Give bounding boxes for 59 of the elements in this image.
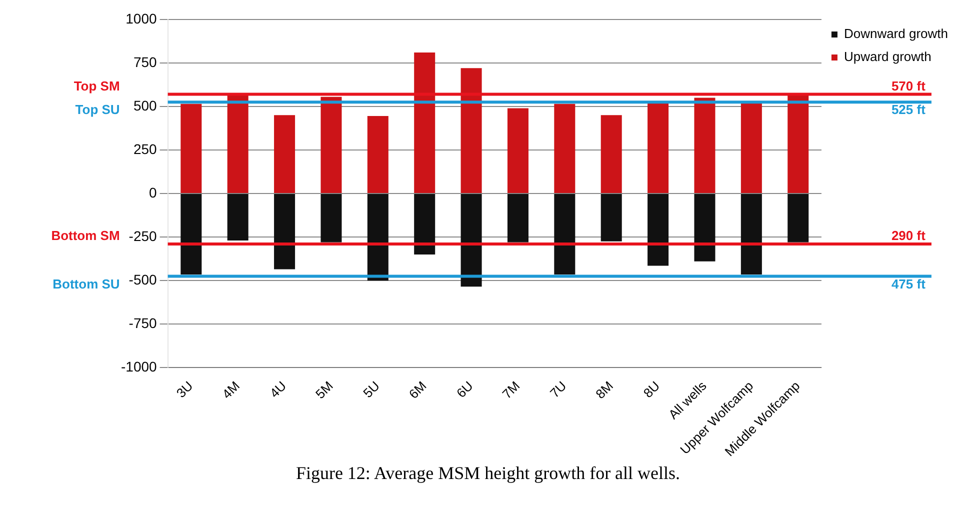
x-tick-label: 4U	[266, 378, 290, 401]
text: Top SU	[75, 102, 120, 118]
ref-line-label: 475 ft	[891, 276, 926, 292]
bar	[694, 194, 716, 262]
bar	[648, 102, 669, 194]
bar	[367, 194, 388, 281]
bar	[320, 96, 342, 194]
y-tick-label: -500	[128, 271, 158, 288]
bar	[227, 94, 248, 194]
bar	[740, 194, 762, 274]
bar	[788, 194, 809, 242]
bar	[694, 98, 716, 194]
bar	[414, 194, 436, 254]
bar	[507, 108, 528, 194]
bar	[274, 115, 296, 194]
ref-line-label: 525 ft	[891, 102, 926, 118]
bar	[600, 194, 622, 242]
bar	[180, 104, 202, 194]
bar	[507, 194, 528, 242]
bar	[554, 104, 576, 194]
x-tick-label: 8M	[592, 378, 616, 402]
y-tick-label: -750	[128, 314, 158, 331]
text: Top SM	[74, 78, 120, 94]
x-tick-label: 5M	[312, 378, 336, 402]
y-tick-label: 750	[133, 54, 158, 70]
y-tick-label: 250	[133, 140, 158, 157]
text: Bottom SM	[51, 228, 120, 244]
x-tick-label: 6M	[406, 378, 430, 402]
x-tick-label: 7U	[546, 378, 570, 401]
bar	[788, 94, 809, 194]
x-tick-label: 3U	[173, 378, 196, 401]
y-tick-label: -250	[128, 228, 158, 244]
text: Bottom SU	[52, 276, 120, 292]
x-tick-label: 4M	[219, 378, 242, 402]
bar	[460, 194, 482, 287]
bar	[320, 194, 342, 242]
bar	[460, 68, 482, 194]
y-tick-label: -1000	[120, 358, 158, 374]
y-tick-label: 1000	[126, 10, 158, 26]
legend-label: Upward growth	[844, 49, 932, 64]
bar	[227, 194, 248, 241]
caption: Figure 12: Average MSM height growth for all wells.	[294, 463, 682, 484]
bar	[180, 194, 202, 274]
x-tick-label: 6U	[454, 378, 476, 401]
y-tick-label: 0	[149, 184, 158, 200]
bar	[740, 102, 762, 194]
bar	[367, 116, 388, 194]
legend-label: Downward growth	[844, 26, 948, 42]
x-tick-label: 7M	[499, 378, 523, 402]
bar	[274, 194, 296, 270]
bar	[648, 194, 669, 266]
x-tick-label: 8U	[640, 378, 663, 401]
bar	[414, 52, 436, 194]
ref-line-label: 570 ft	[891, 78, 926, 94]
bar	[554, 194, 576, 274]
x-tick-label: 5U	[360, 378, 383, 401]
y-tick-label: 500	[133, 97, 158, 114]
bar	[600, 115, 622, 194]
ref-line-label: 290 ft	[891, 228, 926, 244]
